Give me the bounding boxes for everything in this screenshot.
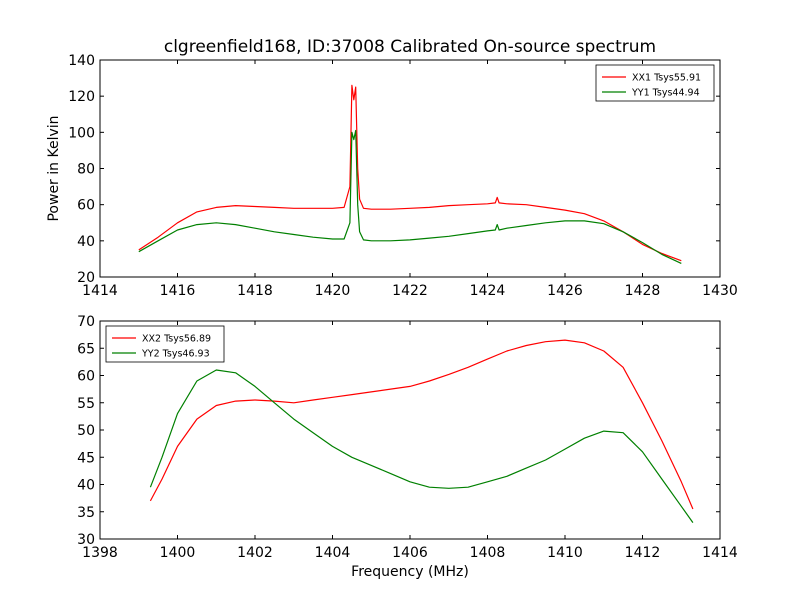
x-tick-label: 1416 [160,283,196,299]
x-tick-label: 1408 [470,545,506,561]
x-tick-label: 1426 [547,283,583,299]
x-tick-label: 1400 [160,545,196,561]
y-tick-label: 40 [77,478,95,494]
x-tick-label: 1424 [470,283,506,299]
x-tick-label: 1418 [237,283,273,299]
y-tick-label: 40 [77,234,95,250]
x-tick-label: 1398 [82,545,118,561]
y-tick-label: 70 [77,314,95,330]
legend-label: XX1 Tsys55.91 [632,73,701,84]
x-tick-label: 1414 [82,283,118,299]
y-tick-label: 140 [68,53,95,69]
legend-label: XX2 Tsys56.89 [142,334,211,345]
y-tick-label: 45 [77,450,95,466]
x-tick-label: 1410 [547,545,583,561]
top-plot: 1414 1416 1418 1420 1422 1424 1426 1428 1430 20 40… [46,53,738,299]
x-tick-label: 1402 [237,545,273,561]
y-tick-label: 20 [77,270,95,286]
x-tick-label: 1430 [702,283,738,299]
x-tick-label: 1406 [392,545,428,561]
x-tick-label: 1420 [315,283,351,299]
legend: XX2 Tsys56.89 YY2 Tsys46.93 [105,325,225,363]
series-line-yy2 [149,369,694,523]
y-axis-title: Power in Kelvin [46,115,62,221]
y-tick-label: 50 [77,423,95,439]
y-tick-label: 35 [77,505,95,521]
y-tick-label: 55 [77,396,95,412]
x-tick-label: 1414 [702,545,738,561]
legend-box [595,64,715,102]
x-tick-label: 1412 [625,545,661,561]
series-line-xx1 [138,84,682,262]
y-tick-label: 80 [77,162,95,178]
legend-label: YY2 Tsys46.93 [141,349,210,360]
y-tick-label: 65 [77,341,95,357]
x-axis-title: Frequency (MHz) [351,564,469,580]
y-tick-label: 60 [77,369,95,385]
y-tick-label: 100 [68,125,95,141]
x-tick-label: 1428 [625,283,661,299]
y-tick-label: 120 [68,89,95,105]
series-line-yy1 [138,129,682,264]
y-tick-label: 60 [77,198,95,214]
series-line-xx2 [149,339,694,510]
bottom-plot: 1398 1400 1402 1404 1406 1408 1410 1412 1414 30 35… [77,314,738,580]
figure-title: clgreenfield168, ID:37008 Calibrated On-… [164,37,656,57]
legend-box [105,325,225,363]
x-tick-label: 1422 [392,283,428,299]
legend: XX1 Tsys55.91 YY1 Tsys44.94 [595,64,715,102]
x-tick-label: 1404 [315,545,351,561]
y-tick-label: 30 [77,532,95,548]
legend-label: YY1 Tsys44.94 [631,88,700,99]
